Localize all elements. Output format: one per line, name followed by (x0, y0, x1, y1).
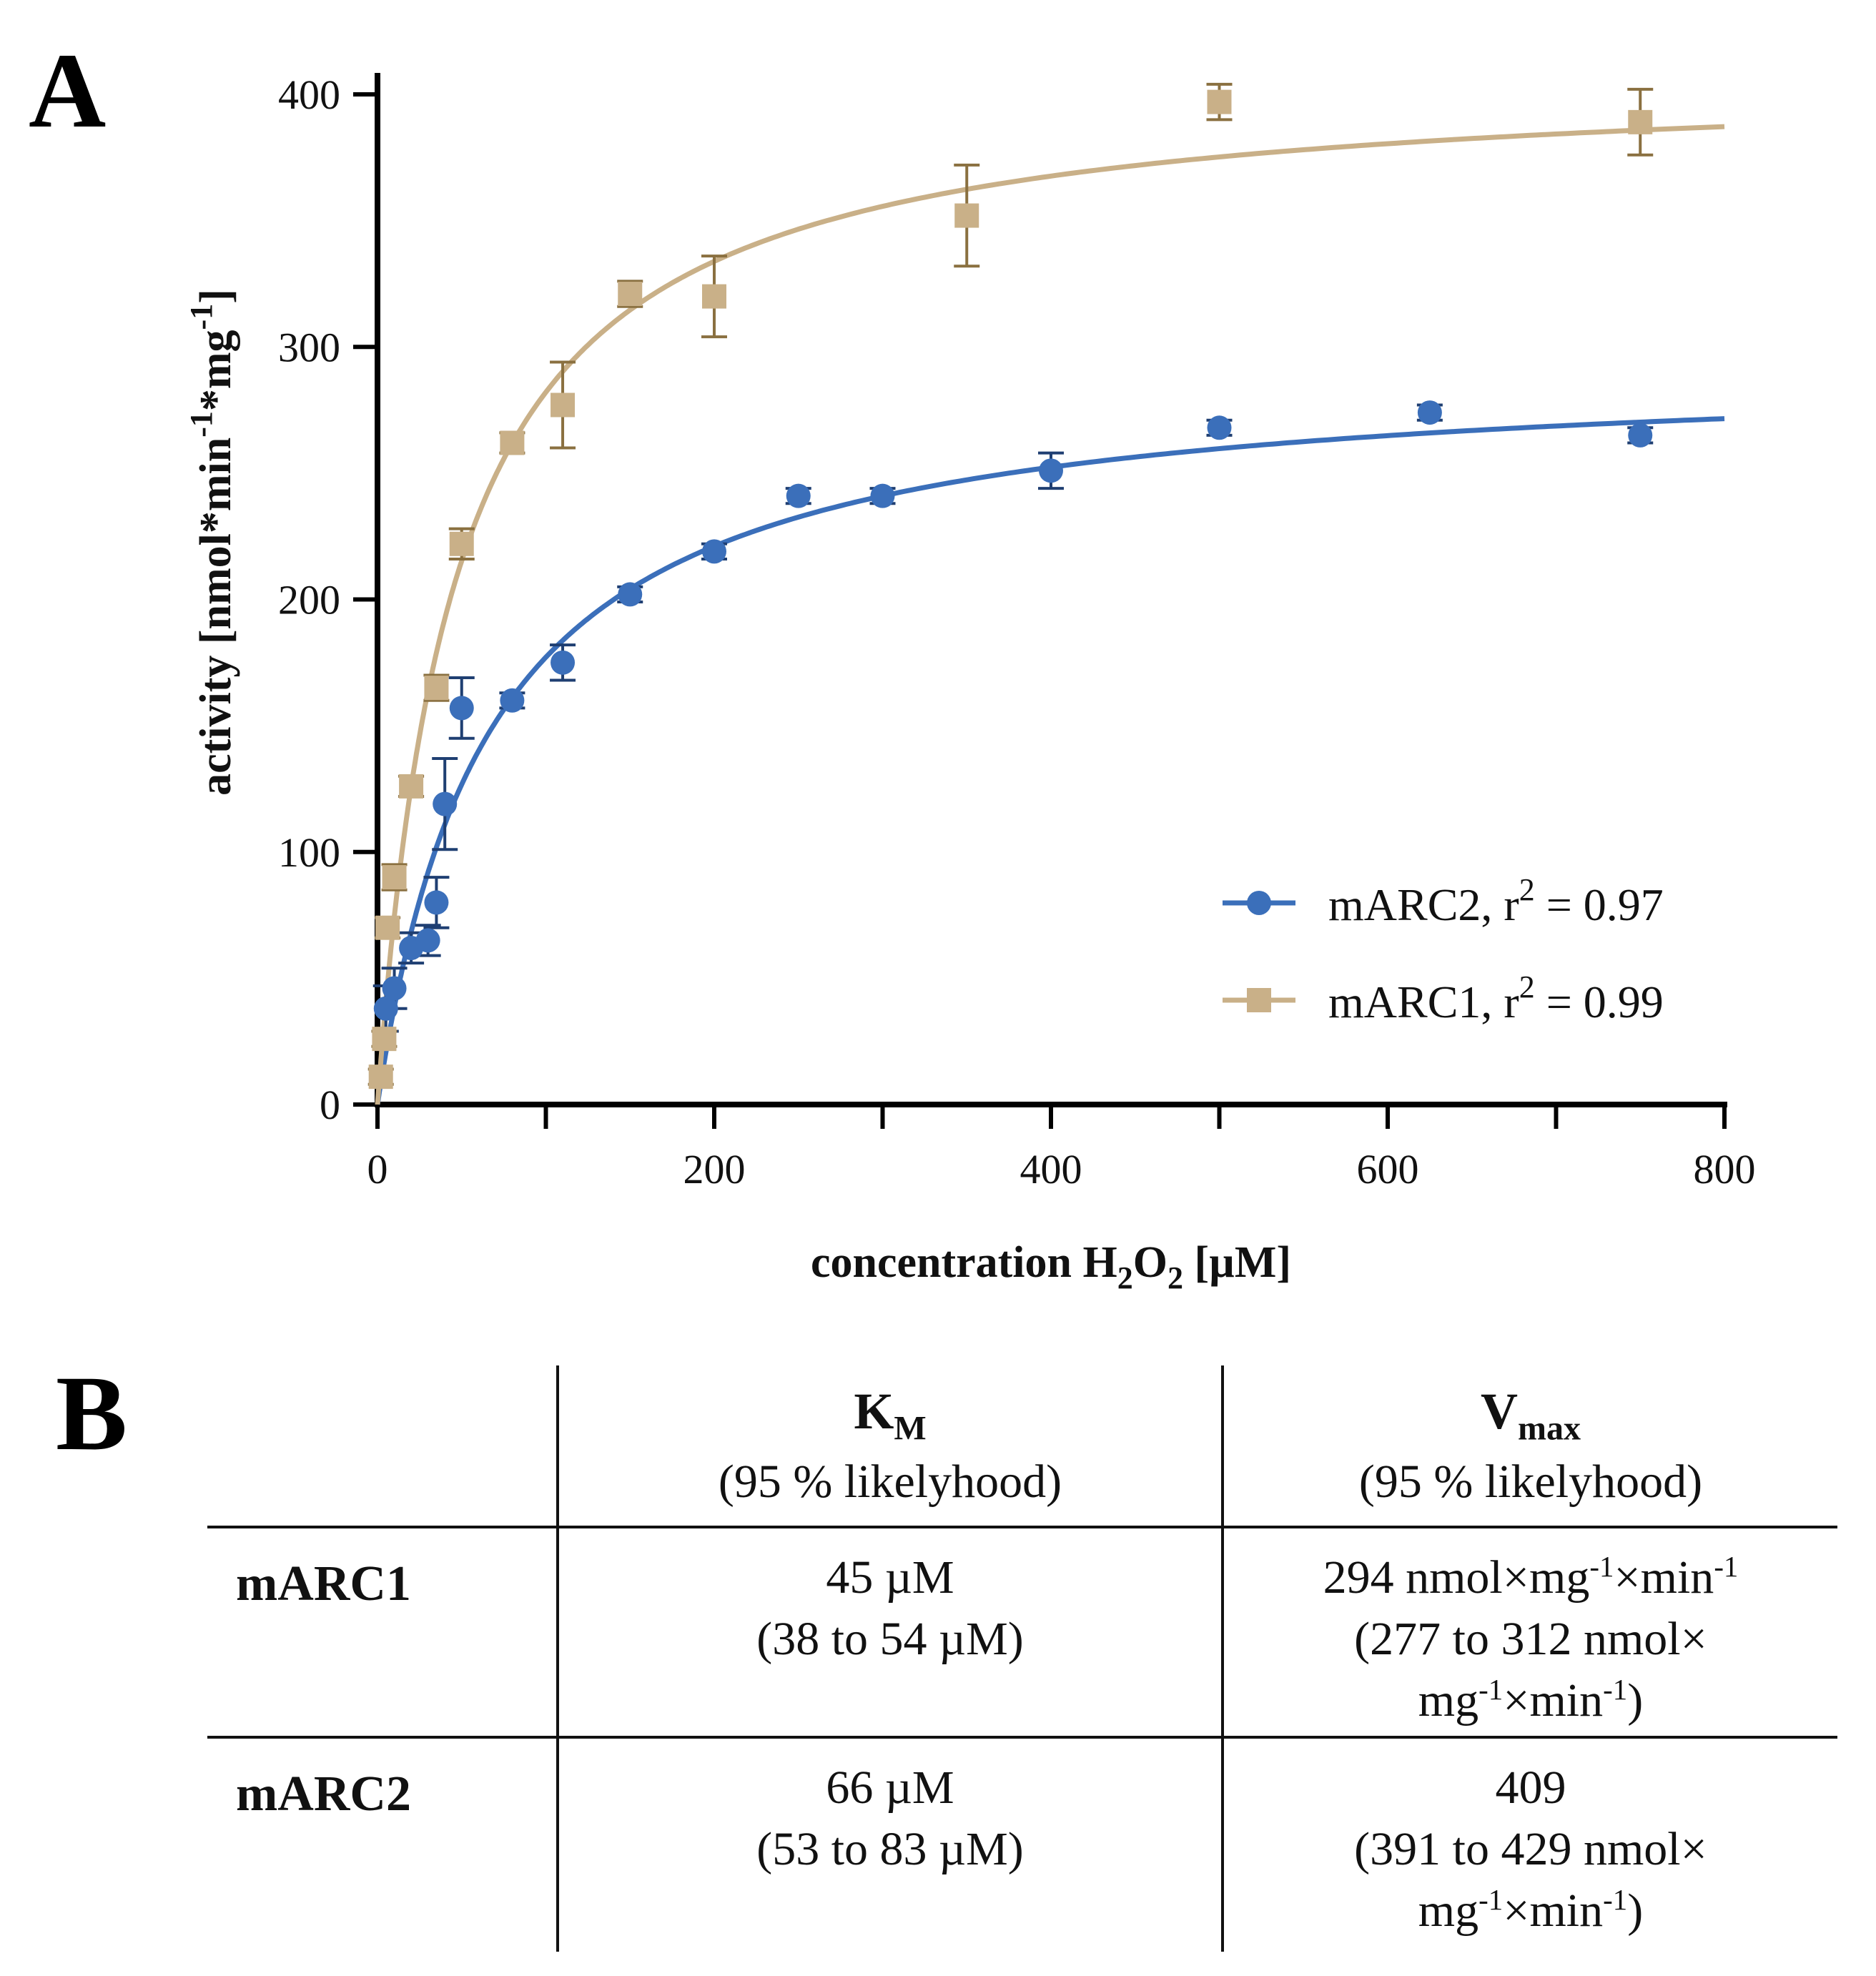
table-divider-vertical-2 (1221, 1365, 1224, 1952)
km-value-marc2: 66 µM (826, 1762, 954, 1814)
x-axis-title: concentration H2O2 [µM] (811, 1238, 1291, 1295)
vmax-note: (95 % likelyhood) (1358, 1455, 1703, 1508)
legend-label-marc1: mARC1, r2 = 0.99 (1328, 969, 1664, 1027)
km-cell-marc2: 66 µM (53 to 83 µM) (559, 1739, 1221, 1952)
legend-item-marc2: mARC2, r2 = 0.97 (1223, 872, 1664, 930)
point-marc1-6 (449, 531, 474, 556)
column-header-vmax: Vmax (95 % likelyhood) (1224, 1365, 1837, 1526)
y-axis-title: activity [nmol*min-1*mg-1] (184, 289, 240, 796)
legend-item-marc1: mARC1, r2 = 0.99 (1223, 969, 1664, 1027)
point-marc1-10 (702, 284, 726, 309)
x-tick-label-800: 800 (1694, 1146, 1756, 1192)
panel-label-a: A (29, 31, 107, 150)
point-marc1-8 (551, 392, 576, 418)
km-symbol: KM (854, 1383, 927, 1448)
km-range-marc1: (38 to 54 µM) (756, 1612, 1024, 1665)
point-marc2-9 (618, 582, 643, 607)
y-tick-label-100: 100 (278, 829, 340, 876)
error-bars (367, 82, 1654, 1086)
point-marc2-5 (433, 791, 458, 816)
vmax-range-marc2-line1: (391 to 429 nmol× (1354, 1822, 1707, 1875)
y-tick-label-400: 400 (278, 71, 340, 118)
point-marc2-14 (1207, 415, 1232, 440)
y-tick-label-0: 0 (320, 1082, 340, 1128)
vmax-value-marc2: 409 (1495, 1762, 1566, 1814)
vmax-symbol: Vmax (1481, 1383, 1581, 1448)
point-marc1-3 (382, 865, 407, 890)
point-marc1-1 (372, 1027, 397, 1052)
legend-marker-marc1 (1247, 988, 1271, 1012)
table-divider-horizontal-1 (207, 1526, 1837, 1528)
point-marc1-5 (424, 676, 449, 701)
point-marc2-12 (870, 483, 895, 508)
point-marc1-13 (1628, 109, 1653, 134)
fit-curves (375, 124, 1725, 1105)
point-marc2-10 (702, 539, 726, 564)
kinetics-chart: 0 200 400 600 800 0 100 200 300 400 concentration … (184, 71, 1756, 1295)
row-header-marc1: mARC1 (236, 1556, 411, 1611)
y-tick-label-300: 300 (278, 324, 340, 370)
point-marc2-3 (415, 928, 440, 953)
x-tick-label-200: 200 (683, 1146, 746, 1192)
legend-marker-marc2 (1247, 891, 1271, 915)
vmax-value-marc1: 294 nmol×mg-1×min-1 (1323, 1551, 1739, 1604)
legend-label-marc2: mARC2, r2 = 0.97 (1328, 872, 1664, 930)
x-tick-label-600: 600 (1357, 1146, 1419, 1192)
vmax-range-marc1-line1: (277 to 312 nmol× (1354, 1612, 1707, 1665)
point-marc2-8 (551, 650, 576, 675)
km-range-marc2: (53 to 83 µM) (756, 1822, 1024, 1875)
legend: mARC2, r2 = 0.97 mARC1, r2 = 0.99 (1223, 872, 1664, 1027)
point-marc1-7 (500, 430, 525, 455)
table-divider-horizontal-2 (207, 1736, 1837, 1739)
x-tick-label-0: 0 (367, 1146, 388, 1192)
kinetic-parameters-table: KM (95 % likelyhood) Vmax (95 % likelyho… (207, 1365, 1837, 1952)
point-marc2-13 (1039, 458, 1063, 483)
point-marc1-4 (399, 774, 424, 799)
point-marc2-1 (382, 976, 407, 1001)
axes: 0 200 400 600 800 0 100 200 300 400 concentration … (184, 71, 1756, 1295)
x-tick-label-400: 400 (1020, 1146, 1082, 1192)
point-marc2-15 (1417, 400, 1442, 425)
vmax-range-marc1-line2: mg-1×min-1) (1418, 1673, 1644, 1726)
point-marc2-7 (500, 688, 525, 713)
point-marc2-16 (1628, 423, 1653, 448)
point-marc2-4 (424, 890, 449, 915)
data-points (368, 89, 1653, 1090)
point-marc1-2 (375, 915, 400, 940)
km-value-marc1: 45 µM (826, 1551, 954, 1604)
point-marc1-11 (954, 203, 979, 228)
table-divider-vertical-1 (556, 1365, 559, 1952)
y-tick-label-200: 200 (278, 577, 340, 623)
point-marc1-9 (618, 282, 643, 307)
point-marc2-11 (786, 483, 811, 508)
panel-label-b: B (56, 1354, 128, 1473)
point-marc1-0 (368, 1064, 393, 1090)
fit-curve-marc1 (375, 124, 1725, 1105)
column-header-km: KM (95 % likelyhood) (559, 1365, 1221, 1526)
vmax-cell-marc2: 409 (391 to 429 nmol× mg-1×min-1) (1224, 1739, 1837, 1952)
point-marc1-12 (1207, 89, 1232, 114)
point-marc2-0 (373, 996, 398, 1021)
km-note: (95 % likelyhood) (718, 1455, 1062, 1508)
vmax-range-marc2-line2: mg-1×min-1) (1418, 1883, 1644, 1937)
point-marc2-6 (449, 696, 474, 721)
vmax-cell-marc1: 294 nmol×mg-1×min-1 (277 to 312 nmol× mg… (1224, 1528, 1837, 1736)
row-header-marc2: mARC2 (236, 1767, 411, 1822)
km-cell-marc1: 45 µM (38 to 54 µM) (559, 1528, 1221, 1736)
